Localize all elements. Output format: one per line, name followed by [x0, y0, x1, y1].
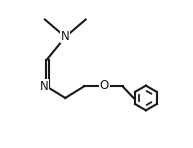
Text: O: O: [100, 79, 109, 92]
Text: N: N: [40, 80, 49, 93]
Text: N: N: [61, 30, 70, 43]
